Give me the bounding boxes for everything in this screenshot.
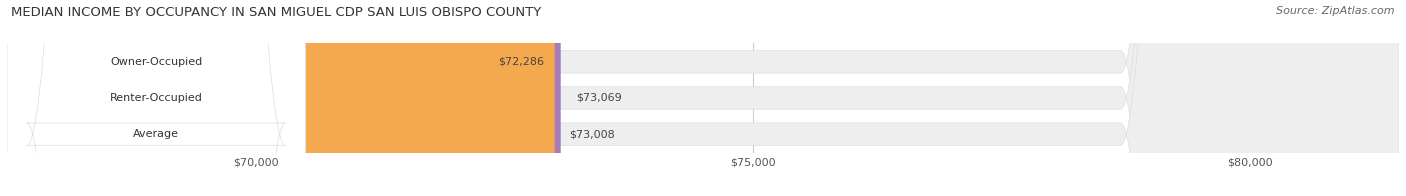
Text: Owner-Occupied: Owner-Occupied — [110, 57, 202, 67]
Text: Renter-Occupied: Renter-Occupied — [110, 93, 202, 103]
Text: Source: ZipAtlas.com: Source: ZipAtlas.com — [1277, 6, 1395, 16]
FancyBboxPatch shape — [7, 0, 305, 196]
Text: MEDIAN INCOME BY OCCUPANCY IN SAN MIGUEL CDP SAN LUIS OBISPO COUNTY: MEDIAN INCOME BY OCCUPANCY IN SAN MIGUEL… — [11, 6, 541, 19]
Text: $72,286: $72,286 — [498, 57, 544, 67]
FancyBboxPatch shape — [7, 0, 554, 196]
Text: Average: Average — [134, 129, 179, 139]
FancyBboxPatch shape — [7, 0, 305, 196]
Text: $73,069: $73,069 — [575, 93, 621, 103]
FancyBboxPatch shape — [7, 0, 1399, 196]
Text: $73,008: $73,008 — [569, 129, 616, 139]
FancyBboxPatch shape — [7, 0, 1399, 196]
FancyBboxPatch shape — [7, 0, 305, 196]
FancyBboxPatch shape — [7, 0, 561, 196]
FancyBboxPatch shape — [7, 0, 482, 196]
FancyBboxPatch shape — [7, 0, 1399, 196]
